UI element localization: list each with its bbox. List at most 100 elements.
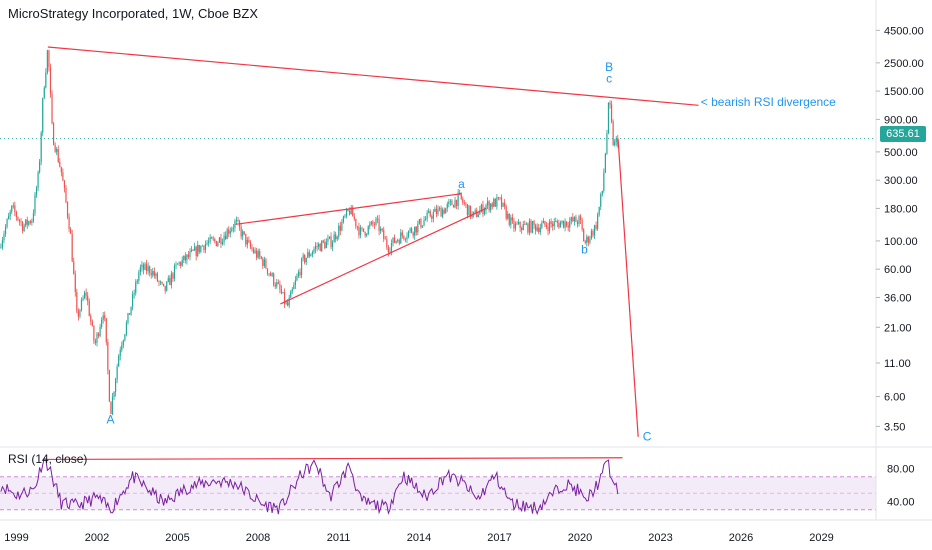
price-candle-body — [575, 216, 577, 222]
price-candle-body — [8, 215, 10, 220]
price-candle-body — [113, 391, 115, 397]
price-candle-body — [383, 230, 385, 239]
price-candle-body — [533, 221, 535, 225]
price-candle-body — [302, 255, 304, 259]
price-candle-body — [79, 310, 81, 317]
price-candle-body — [544, 220, 546, 226]
price-candle-body — [163, 283, 165, 286]
price-candle-body — [23, 225, 25, 232]
price-candle-body — [231, 228, 233, 232]
price-candle-body — [335, 234, 337, 240]
price-candle-body — [150, 272, 152, 276]
price-candle-body — [88, 301, 90, 316]
price-candle-body — [66, 202, 69, 217]
price-candle-body — [459, 192, 461, 194]
price-candle-body — [468, 205, 470, 216]
price-candle-body — [97, 333, 100, 336]
price-candle-body — [39, 161, 41, 173]
price-candle-body — [273, 273, 275, 285]
price-candle-body — [342, 216, 345, 223]
price-candle-body — [90, 315, 92, 322]
price-candle-body — [547, 226, 549, 232]
price-candle-body — [186, 254, 188, 261]
price-candle-body — [397, 240, 399, 241]
price-candle-body — [133, 293, 135, 295]
price-candle-body — [319, 244, 321, 251]
price-candle-body — [490, 203, 492, 211]
price-candle-body — [257, 251, 259, 258]
price-candle-body — [420, 219, 422, 228]
price-candle-body — [189, 251, 191, 258]
price-candle-body — [380, 228, 382, 232]
price-axis-tick-label: 21.00 — [884, 322, 912, 334]
price-candle-body — [217, 242, 219, 247]
price-candle-body — [300, 258, 303, 275]
price-axis-tick-label: 11.00 — [884, 358, 911, 370]
price-candle-body — [414, 226, 416, 236]
price-candle-body — [505, 206, 507, 219]
price-candle-body — [73, 261, 75, 275]
price-candle-body — [373, 224, 376, 226]
price-candle-body — [521, 227, 523, 230]
price-candle-body — [263, 259, 265, 267]
price-candle-body — [485, 205, 487, 210]
price-candle-body — [404, 238, 407, 240]
price-candle-body — [400, 232, 402, 244]
price-candle-body — [497, 197, 500, 198]
wave-label: b — [581, 242, 588, 256]
price-candle-body — [145, 263, 148, 272]
price-candle-body — [184, 255, 186, 261]
price-candle-body — [559, 222, 562, 228]
price-candle-body — [20, 221, 22, 223]
price-candle-body — [609, 102, 611, 105]
price-candle-body — [271, 273, 273, 276]
price-candle-body — [144, 263, 146, 270]
price-candle-body — [541, 223, 543, 228]
price-candle-body — [359, 227, 362, 236]
price-candle-body — [324, 242, 326, 249]
price-candle-body — [412, 232, 414, 236]
price-candle-body — [314, 245, 317, 249]
price-axis-tick-label: 300.00 — [884, 175, 918, 187]
price-candle-body — [562, 220, 565, 228]
price-candle-body — [556, 221, 558, 223]
rsi-trendlines-group — [43, 457, 623, 461]
price-candle-body — [502, 202, 504, 207]
price-candle-body — [183, 255, 185, 260]
price-candle-body — [424, 218, 427, 221]
price-candle-body — [45, 72, 47, 88]
price-axis-tick-label: 100.00 — [884, 236, 918, 248]
price-candle-body — [245, 234, 247, 245]
price-candle-body — [26, 219, 28, 225]
price-candle-body — [525, 223, 527, 225]
price-candle-body — [322, 240, 324, 243]
price-candle-body — [552, 223, 554, 227]
price-candle-body — [389, 251, 391, 253]
price-candle-body — [431, 216, 433, 219]
price-candle-body — [390, 243, 393, 252]
price-candle-body — [488, 201, 490, 211]
price-candle-body — [164, 285, 166, 291]
price-candle-body — [339, 225, 341, 231]
price-candle-body — [200, 246, 202, 252]
price-candle-body — [62, 172, 64, 181]
price-candle-body — [235, 220, 238, 221]
price-candle-body — [127, 313, 129, 323]
price-candle-body — [486, 201, 489, 206]
price-candle-body — [432, 211, 434, 219]
price-candle-body — [51, 93, 53, 124]
price-candle-body — [170, 273, 172, 286]
price-candle-body — [293, 285, 295, 290]
price-candle-body — [524, 224, 526, 225]
price-candle-body — [530, 220, 532, 233]
price-candle-body — [101, 319, 103, 327]
time-axis-ticks: 1999 2002 2005 2008 2011 2014 2017 2020 2023 2026… — [0, 519, 932, 544]
price-candle-body — [553, 221, 555, 227]
time-axis-tick-label: 1999 — [4, 532, 28, 544]
rsi-line — [0, 458, 619, 516]
price-candle-body — [352, 207, 354, 217]
price-candle-body — [538, 227, 540, 233]
price-candle-body — [204, 243, 207, 250]
price-candle-body — [491, 203, 493, 207]
